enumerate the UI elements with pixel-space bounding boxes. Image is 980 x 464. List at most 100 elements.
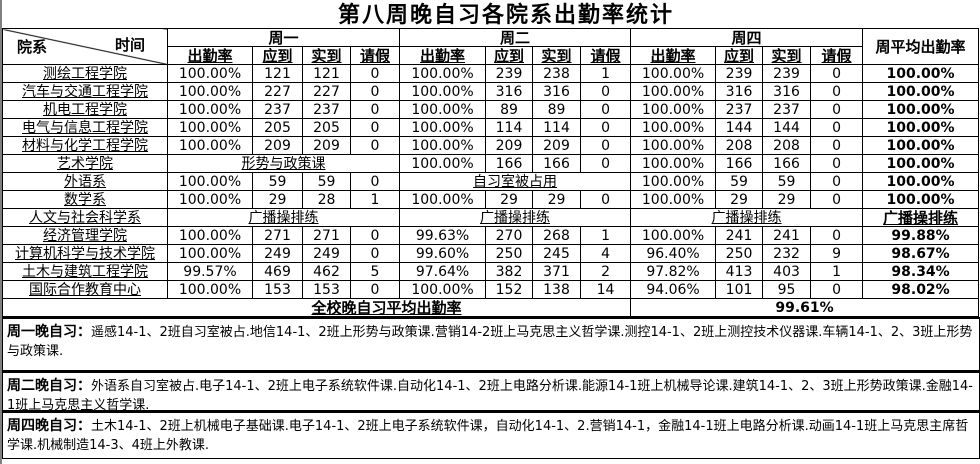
cell-leave: 4 [580, 244, 632, 263]
cell-leave: 0 [349, 172, 401, 191]
cell-rate: 100.00% [167, 226, 253, 245]
note-text: 外语系自习室被占.电子14-1、2班上电子系统软件课.自动化14-1、2班上电路… [7, 379, 973, 413]
table-row: 外语系 100.00% 59 59 0 自习室被占用 100.00% 59 59 0 100.00% [2, 172, 980, 191]
day-header-mon: 周一 [166, 28, 401, 47]
table-row: 机电工程学院 100.00% 237 237 0 100.00% 89 89 0 100.00% 2… [2, 100, 980, 119]
cell-present: 59 [762, 172, 812, 191]
table-row: 材料与化学工程学院 100.00% 209 209 0 100.00% 209 209 0 100… [2, 136, 980, 155]
table-row: 土木与建筑工程学院 99.57% 469 462 5 97.64% 382 371 2 97.82… [2, 262, 980, 281]
cell-present: 316 [762, 82, 812, 101]
dept-name: 汽车与交通工程学院 [2, 82, 168, 101]
cell-expected: 59 [252, 172, 303, 191]
cell-leave: 0 [349, 226, 401, 245]
cell-rate: 100.00% [167, 100, 253, 119]
cell-rate: 100.00% [399, 64, 487, 83]
dept-name: 土木与建筑工程学院 [2, 262, 168, 281]
cell-rate: 100.00% [630, 100, 717, 119]
weekly-avg-cell: 100.00% [862, 64, 980, 83]
cell-leave: 0 [349, 244, 401, 263]
cell-present: 209 [302, 136, 351, 155]
subheader-leave: 请假 [580, 46, 632, 65]
cell-leave: 9 [810, 244, 864, 263]
dept-name: 数学系 [2, 190, 168, 209]
subheader-rate: 出勤率 [399, 46, 487, 65]
cell-leave: 1 [810, 262, 864, 281]
cell-expected: 59 [715, 172, 764, 191]
cell-present: 241 [762, 226, 812, 245]
total-row: 全校晚自习平均出勤率 99.61% [1, 298, 980, 317]
cell-present: 403 [762, 262, 812, 281]
cell-rate: 94.06% [630, 280, 717, 299]
cell-leave: 0 [810, 82, 864, 101]
sheet-title: 第八周晚自习各院系出勤率统计 [337, 2, 674, 28]
cell-expected: 29 [715, 190, 764, 209]
subheader-leave: 请假 [349, 46, 401, 65]
cell-present: 29 [532, 190, 582, 209]
dept-name: 计算机科学与技术学院 [2, 244, 168, 263]
cell-leave: 0 [810, 136, 864, 155]
cell-present: 205 [302, 118, 351, 137]
weekly-avg-cell: 100.00% [862, 118, 980, 137]
cell-present: 153 [302, 280, 351, 299]
cell-rate: 100.00% [167, 136, 253, 155]
cell-expected: 209 [485, 136, 534, 155]
cell-leave: 0 [349, 82, 401, 101]
table-row: 数学系 100.00% 29 28 1 100.00% 29 29 0 100.00% 29 29 0 1… [2, 190, 980, 209]
cell-expected: 237 [715, 100, 764, 119]
note-label: 周二晚自习： [7, 378, 91, 394]
cell-rate: 100.00% [630, 64, 717, 83]
weekly-avg-cell: 99.88% [862, 226, 980, 245]
cell-present: 371 [532, 262, 582, 281]
cell-leave: 0 [810, 172, 864, 191]
cell-expected: 316 [715, 82, 764, 101]
cell-rate: 100.00% [167, 64, 253, 83]
subheader-expected: 应到 [715, 46, 764, 65]
weekly-avg-cell: 100.00% [862, 82, 980, 101]
subheader-present: 实到 [302, 46, 351, 65]
cell-leave: 0 [580, 136, 632, 155]
cell-expected: 208 [715, 136, 764, 155]
merged-note-cell: 广播操排练 [630, 208, 864, 227]
cell-expected: 239 [715, 64, 764, 83]
note-text: 遥感14-1、2班自习室被占.地信14-1、2班上形势与政策课.营销14-2班上… [7, 325, 973, 359]
cell-present: 166 [762, 154, 812, 173]
cell-leave: 1 [349, 190, 401, 209]
subheader-rate: 出勤率 [630, 46, 717, 65]
cell-present: 268 [532, 226, 582, 245]
cell-rate: 99.60% [399, 244, 487, 263]
weekly-avg-cell: 98.67% [862, 244, 980, 263]
cell-present: 239 [762, 64, 812, 83]
cell-rate: 100.00% [399, 136, 487, 155]
cell-leave: 0 [810, 280, 864, 299]
cell-expected: 29 [485, 190, 534, 209]
avg-header: 周平均出勤率 [862, 28, 980, 65]
cell-expected: 166 [485, 154, 534, 173]
cell-rate: 96.40% [630, 244, 717, 263]
cell-rate: 99.57% [167, 262, 253, 281]
day-header-thu: 周四 [630, 28, 864, 47]
cell-present: 144 [762, 118, 812, 137]
cell-leave: 0 [580, 190, 632, 209]
note-label: 周一晚自习： [7, 324, 91, 340]
cell-expected: 270 [485, 226, 534, 245]
weekly-avg-cell: 100.00% [862, 190, 980, 209]
cell-expected: 413 [715, 262, 764, 281]
weekly-avg-cell: 100.00% [862, 154, 980, 173]
cell-expected: 237 [252, 100, 303, 119]
cell-rate: 100.00% [167, 82, 253, 101]
dept-name: 测绘工程学院 [2, 64, 168, 83]
weekly-avg-cell: 98.34% [862, 262, 980, 281]
note-block: 周四晚自习：土木14-1、2班上机械电子基础课.电子14-1、2班上电子系统软件… [2, 411, 980, 459]
cell-present: 28 [302, 190, 351, 209]
subheader-present: 实到 [532, 46, 582, 65]
cell-leave: 1 [580, 226, 632, 245]
cell-leave: 0 [580, 82, 632, 101]
cell-rate: 100.00% [167, 172, 253, 191]
cell-rate: 100.00% [167, 244, 253, 263]
cell-rate: 100.00% [630, 136, 717, 155]
dept-name: 材料与化学工程学院 [2, 136, 168, 155]
cell-leave: 0 [349, 280, 401, 299]
weekly-avg-cell: 100.00% [862, 136, 980, 155]
cell-expected: 249 [252, 244, 303, 263]
